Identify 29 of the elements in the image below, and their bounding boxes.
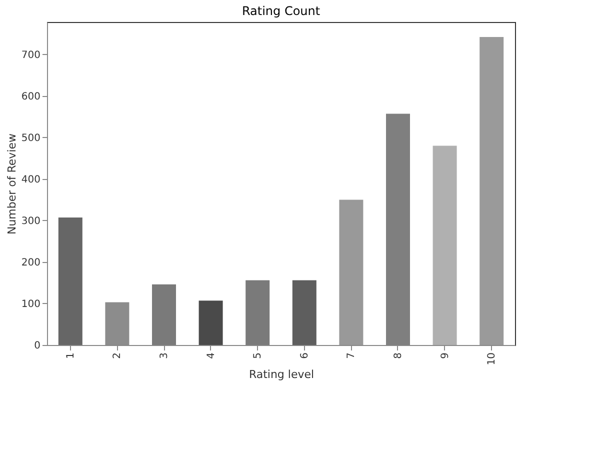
bar xyxy=(339,200,364,345)
bar xyxy=(198,300,223,345)
x-tick-label: 4 xyxy=(206,352,217,359)
bar xyxy=(480,36,504,345)
x-axis-title: Rating level xyxy=(248,368,314,382)
x-tick-label: 6 xyxy=(299,352,310,359)
y-tick-label: 200 xyxy=(21,257,40,268)
x-tick-label: 7 xyxy=(346,352,358,359)
x-tick-label: 8 xyxy=(393,352,404,359)
bar xyxy=(152,284,176,345)
x-tick-label: 1 xyxy=(65,352,76,359)
y-tick-label: 600 xyxy=(21,91,40,102)
x-tick-label: 3 xyxy=(159,352,170,359)
chart-title: Rating Count xyxy=(242,4,320,18)
x-tick-label: 5 xyxy=(252,352,264,359)
y-tick-label: 300 xyxy=(21,216,40,227)
x-tick-label: 9 xyxy=(440,352,451,359)
y-tick-label: 500 xyxy=(21,132,40,144)
y-tick-label: 100 xyxy=(21,298,40,310)
bar xyxy=(246,280,270,345)
bar xyxy=(432,146,457,345)
x-tick-label: 10 xyxy=(486,352,498,366)
bar xyxy=(292,280,316,345)
y-axis-title: Number of Review xyxy=(5,133,18,235)
y-tick-label: 0 xyxy=(34,340,40,352)
x-tick-label: 2 xyxy=(112,352,124,359)
bar xyxy=(58,218,82,345)
y-tick-label: 700 xyxy=(21,50,40,61)
y-tick-label: 400 xyxy=(21,174,40,186)
